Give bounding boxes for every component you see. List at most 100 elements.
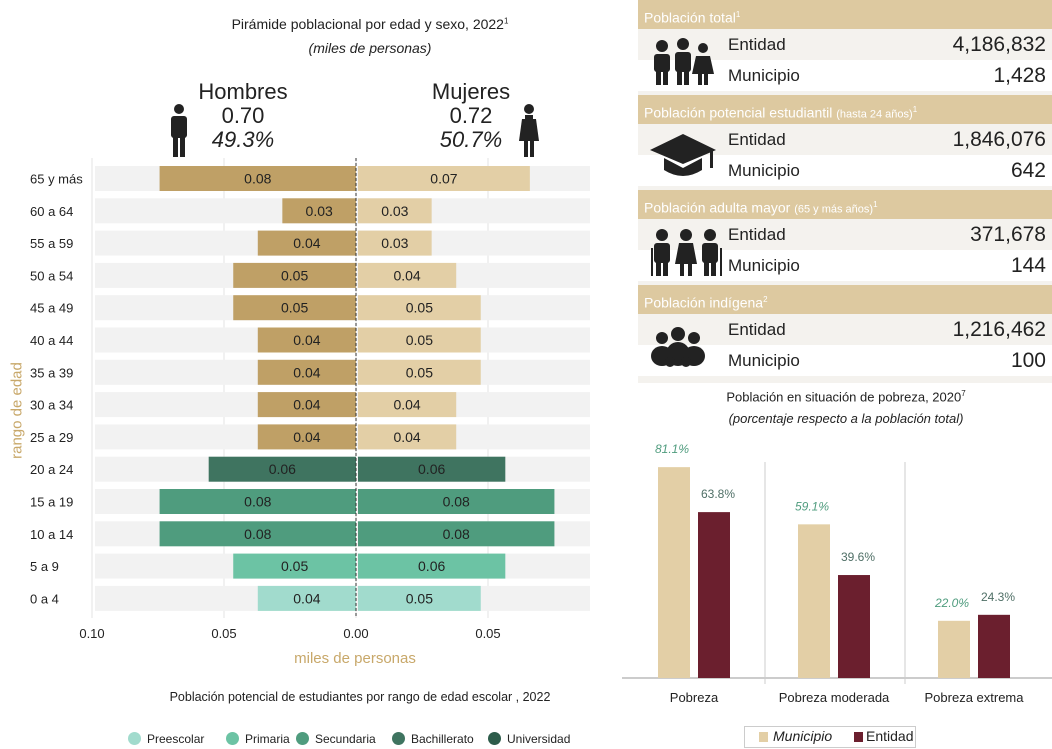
category-label: Pobreza moderada	[779, 690, 890, 705]
adulta-entidad-row: Entidad 371,678	[728, 223, 1046, 246]
men-summary: Hombres 0.70 49.3%	[198, 80, 288, 152]
graduation-cap-icon	[650, 134, 716, 176]
student-legend-title: Población potencial de estudiantes por r…	[169, 690, 551, 704]
category-label: 55 a 59	[30, 236, 73, 251]
poverty-subtitle: (porcentaje respecto a la población tota…	[728, 411, 964, 426]
label-municipio: 81.1%	[655, 442, 689, 456]
x-tick-label: 0.05	[211, 626, 236, 641]
bar-label-mujeres: 0.04	[393, 267, 420, 283]
bar-label-hombres: 0.04	[293, 590, 320, 606]
bar-municipio	[798, 524, 830, 678]
family-icon	[654, 38, 714, 85]
bar-hombres	[257, 585, 356, 611]
pyramid-title: Pirámide poblacional por edad y sexo, 20…	[231, 16, 509, 32]
bar-mujeres	[358, 295, 481, 321]
women-summary: Mujeres 0.72 50.7%	[426, 80, 516, 152]
total-entidad-row: Entidad 4,186,832	[728, 33, 1046, 56]
bar-mujeres	[358, 424, 457, 450]
category-label: 45 a 49	[30, 301, 73, 316]
x-axis-label: miles de personas	[294, 650, 416, 667]
bar-mujeres	[358, 359, 481, 385]
bar-mujeres	[358, 521, 555, 547]
legend-entidad-swatch	[854, 732, 863, 742]
women-pct: 50.7%	[439, 127, 503, 152]
legend-label: Universidad	[507, 731, 571, 746]
label-municipio: 22.0%	[934, 596, 969, 610]
bar-hombres	[282, 198, 356, 224]
bar-hombres	[233, 553, 356, 579]
bar-hombres	[159, 489, 356, 514]
legend-dot	[226, 732, 239, 746]
bar-label-mujeres: 0.08	[443, 526, 470, 542]
women-label: Mujeres	[431, 79, 511, 104]
label-entidad: 63.8%	[701, 487, 735, 501]
total-header: Población total1	[638, 0, 1052, 29]
bar-mujeres	[358, 553, 506, 579]
category-label: 30 a 34	[30, 398, 73, 413]
indigena-header: Población indígena2	[638, 285, 1052, 314]
indigena-entidad-row: Entidad 1,216,462	[728, 318, 1046, 341]
bar-label-mujeres: 0.06	[418, 558, 445, 574]
men-value: 0.70	[221, 103, 265, 128]
bar-hombres	[159, 521, 356, 547]
bar-label-hombres: 0.03	[306, 203, 333, 219]
legend-municipio-label: Municipio	[773, 728, 833, 744]
bar-municipio	[938, 620, 970, 678]
women-value: 0.72	[449, 103, 493, 128]
category-label: 0 a 4	[30, 591, 59, 606]
legend-municipio-swatch	[759, 732, 768, 742]
estudiantil-entidad-row: Entidad 1,846,076	[728, 128, 1046, 151]
legend-label: Secundaria	[315, 731, 376, 746]
bar-label-hombres: 0.04	[293, 429, 320, 445]
bar-mujeres	[358, 166, 530, 191]
poverty-chart: 81.1% 63.8% Pobreza 59.1% 39.6% Pobreza moder…	[622, 442, 1052, 705]
label-entidad: 39.6%	[841, 550, 875, 564]
x-tick-label: 0.05	[475, 626, 500, 641]
woman-icon	[519, 104, 539, 157]
legend-label: Primaria	[245, 731, 290, 746]
bar-label-mujeres: 0.05	[406, 364, 433, 380]
bar-mujeres	[358, 489, 555, 514]
student-legend: Preescolar Primaria Secundaria Bachillerato…	[128, 731, 598, 749]
bar-label-hombres: 0.04	[293, 332, 320, 348]
bar-label-mujeres: 0.05	[406, 300, 433, 316]
bar-mujeres	[358, 198, 432, 224]
poverty-legend: Municipio Entidad	[744, 726, 916, 748]
bar-hombres	[257, 424, 356, 450]
category-label: 50 a 54	[30, 268, 73, 283]
bar-label-hombres: 0.05	[281, 300, 308, 316]
bar-hombres	[233, 295, 356, 321]
bar-entidad	[978, 614, 1010, 678]
category-label: Pobreza extrema	[925, 690, 1025, 705]
bar-label-hombres: 0.08	[244, 171, 271, 187]
legend-dot	[392, 732, 405, 746]
bar-label-hombres: 0.04	[293, 364, 320, 380]
bar-hombres	[208, 456, 356, 482]
bar-mujeres	[358, 327, 481, 353]
category-label: 35 a 39	[30, 365, 73, 380]
info-panel: Población total1 Entidad 4,186,832 Munici…	[638, 0, 1052, 383]
label-entidad: 24.3%	[981, 590, 1015, 604]
bar-label-mujeres: 0.03	[381, 235, 408, 251]
legend-label: Preescolar	[147, 731, 205, 746]
bar-label-hombres: 0.04	[293, 397, 320, 413]
bar-label-mujeres: 0.04	[393, 429, 420, 445]
category-label: Pobreza	[670, 690, 719, 705]
bar-mujeres	[358, 392, 457, 418]
bar-label-hombres: 0.06	[269, 461, 296, 477]
bar-hombres	[159, 166, 356, 191]
legend-item-universidad: Universidad	[488, 731, 570, 746]
x-tick-label: 0.00	[343, 626, 368, 641]
category-label: 65 y más	[30, 172, 83, 187]
bar-label-hombres: 0.08	[244, 526, 271, 542]
bar-label-hombres: 0.05	[281, 267, 308, 283]
bar-municipio	[658, 467, 690, 678]
poverty-title: Población en situación de pobreza, 20207	[726, 389, 966, 405]
bar-entidad	[838, 575, 870, 678]
bar-label-hombres: 0.04	[293, 235, 320, 251]
elderly-icon	[651, 229, 722, 276]
men-label: Hombres	[198, 79, 288, 104]
legend-dot	[488, 732, 501, 746]
legend-dot	[128, 732, 141, 746]
bar-mujeres	[358, 585, 481, 611]
